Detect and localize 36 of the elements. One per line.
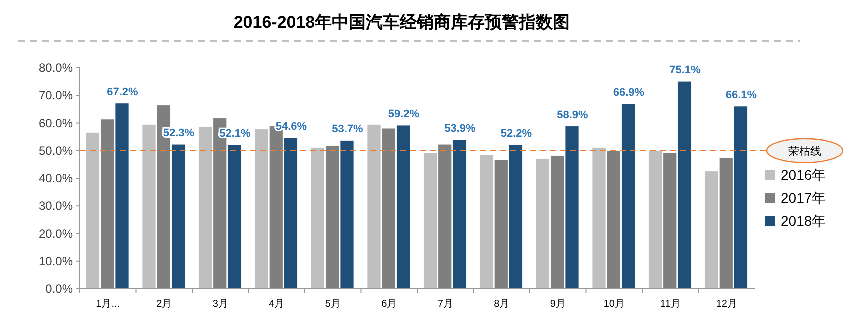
y-tick-label: 50.0% bbox=[38, 144, 74, 158]
data-label: 75.1% bbox=[670, 64, 702, 77]
y-tick-label: 30.0% bbox=[38, 199, 74, 214]
data-label: 66.9% bbox=[613, 87, 645, 100]
x-tick-label: 10月 bbox=[604, 299, 625, 310]
x-tick-label: 9月 bbox=[550, 299, 566, 310]
y-tick-label: 20.0% bbox=[38, 226, 74, 241]
x-tick-label: 6月 bbox=[382, 299, 398, 310]
x-tick-label: 5月 bbox=[325, 299, 341, 310]
x-tick-label: 1月... bbox=[96, 299, 120, 310]
data-label: 58.9% bbox=[557, 109, 589, 122]
data-label: 66.1% bbox=[726, 89, 758, 102]
y-tick-label: 80.0% bbox=[38, 61, 74, 75]
x-tick-label: 11月 bbox=[660, 299, 681, 310]
ref-line-label: 荣枯线 bbox=[788, 144, 822, 158]
x-tick-label: 8月 bbox=[494, 299, 510, 310]
y-tick-label: 70.0% bbox=[38, 88, 74, 103]
data-label: 59.2% bbox=[388, 108, 420, 120]
x-tick-label: 2月 bbox=[156, 299, 172, 310]
data-label: 52.2% bbox=[500, 128, 532, 140]
x-tick-label: 12月 bbox=[716, 299, 738, 310]
data-label: 67.2% bbox=[107, 86, 139, 98]
chart-title: 2016-2018年中国汽车经销商库存预警指数图 bbox=[234, 13, 570, 32]
y-tick-label: 60.0% bbox=[38, 116, 74, 130]
legend-label: 2018年 bbox=[781, 213, 826, 229]
x-tick-label: 3月 bbox=[212, 299, 228, 310]
x-tick-label: 7月 bbox=[438, 299, 454, 310]
data-label: 54.6% bbox=[276, 121, 308, 134]
y-tick-label: 10.0% bbox=[38, 254, 74, 268]
data-label: 53.9% bbox=[444, 123, 476, 136]
legend-label: 2016年 bbox=[781, 167, 826, 183]
y-tick-label: 0.0% bbox=[46, 282, 74, 296]
x-tick-label: 4月 bbox=[269, 299, 285, 310]
legend-label: 2017年 bbox=[781, 190, 826, 206]
y-tick-label: 40.0% bbox=[38, 172, 74, 186]
data-label: 53.7% bbox=[332, 124, 364, 136]
